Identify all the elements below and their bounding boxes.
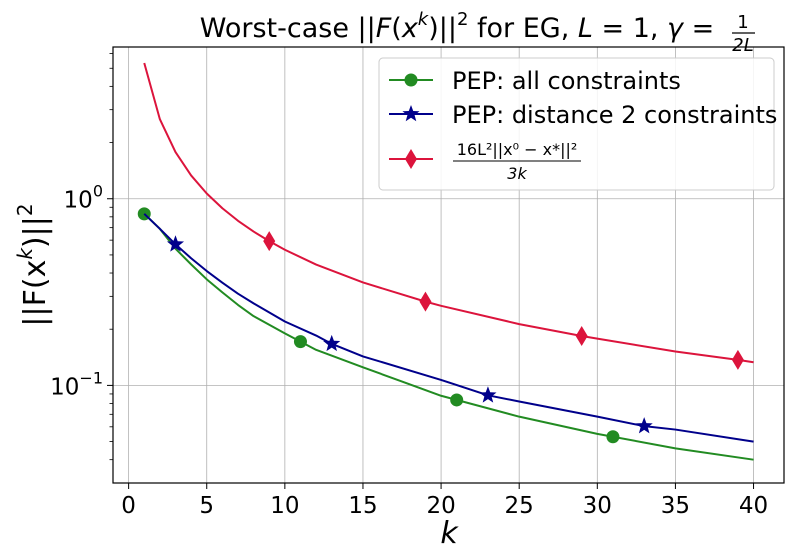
x-tick-label: 15 bbox=[348, 493, 377, 519]
data-marker-diamond bbox=[263, 231, 276, 252]
y-tick-label: 100 bbox=[64, 182, 103, 214]
data-marker-star bbox=[479, 386, 497, 403]
y-tick-label: 10−1 bbox=[50, 368, 103, 400]
x-tick-label: 25 bbox=[505, 493, 534, 519]
legend-label-all-constraints: PEP: all constraints bbox=[452, 67, 681, 95]
plot-frame bbox=[112, 46, 785, 484]
x-axis-title: k bbox=[440, 516, 459, 551]
data-marker-circle bbox=[606, 430, 620, 444]
x-axis-ticks: 0 5 10 15 20 25 30 35 40 bbox=[121, 483, 768, 519]
data-marker-diamond bbox=[731, 349, 744, 370]
series-line-1 bbox=[143, 213, 754, 443]
legend-label-bound-denominator: 3k bbox=[507, 164, 527, 183]
legend-label-distance-2: PEP: distance 2 constraints bbox=[452, 101, 777, 129]
x-tick-label: 5 bbox=[199, 493, 214, 519]
legend-swatches bbox=[389, 73, 433, 169]
series-line-2 bbox=[143, 62, 754, 364]
legend-swatch-circle bbox=[404, 73, 418, 87]
x-tick-label: 35 bbox=[661, 493, 690, 519]
data-marker-diamond bbox=[419, 291, 432, 312]
x-tick-label: 30 bbox=[583, 493, 612, 519]
legend-swatch-diamond bbox=[405, 149, 417, 169]
data-marker-circle bbox=[293, 335, 307, 349]
x-tick-label: 40 bbox=[739, 493, 768, 519]
data-marker-star bbox=[635, 417, 653, 434]
data-marker-diamond bbox=[575, 325, 588, 346]
series-layer bbox=[137, 62, 754, 461]
data-marker-star bbox=[166, 235, 185, 252]
y-axis-title: ||F(xk)||2 bbox=[13, 203, 53, 326]
x-tick-label: 20 bbox=[426, 493, 455, 519]
legend-label-bound-numerator: 16L²||x⁰ − x*||² bbox=[457, 140, 578, 159]
x-tick-label: 0 bbox=[121, 493, 136, 519]
legend: PEP: all constraints PEP: distance 2 con… bbox=[378, 57, 777, 191]
x-tick-label: 10 bbox=[270, 493, 299, 519]
legend-swatch-star bbox=[402, 105, 420, 122]
title-fraction-denominator: 2L bbox=[732, 35, 753, 56]
data-marker-star bbox=[323, 334, 341, 352]
legend-box bbox=[378, 57, 775, 191]
data-marker-circle bbox=[450, 393, 464, 407]
y-axis-ticks: 100 10−1 bbox=[50, 182, 113, 400]
title-fraction-numerator: 1 bbox=[737, 12, 748, 33]
chart-title: Worst-case ||F(xk)||2 for EG, L = 1, γ = bbox=[200, 9, 715, 44]
series-line-0 bbox=[143, 213, 754, 461]
